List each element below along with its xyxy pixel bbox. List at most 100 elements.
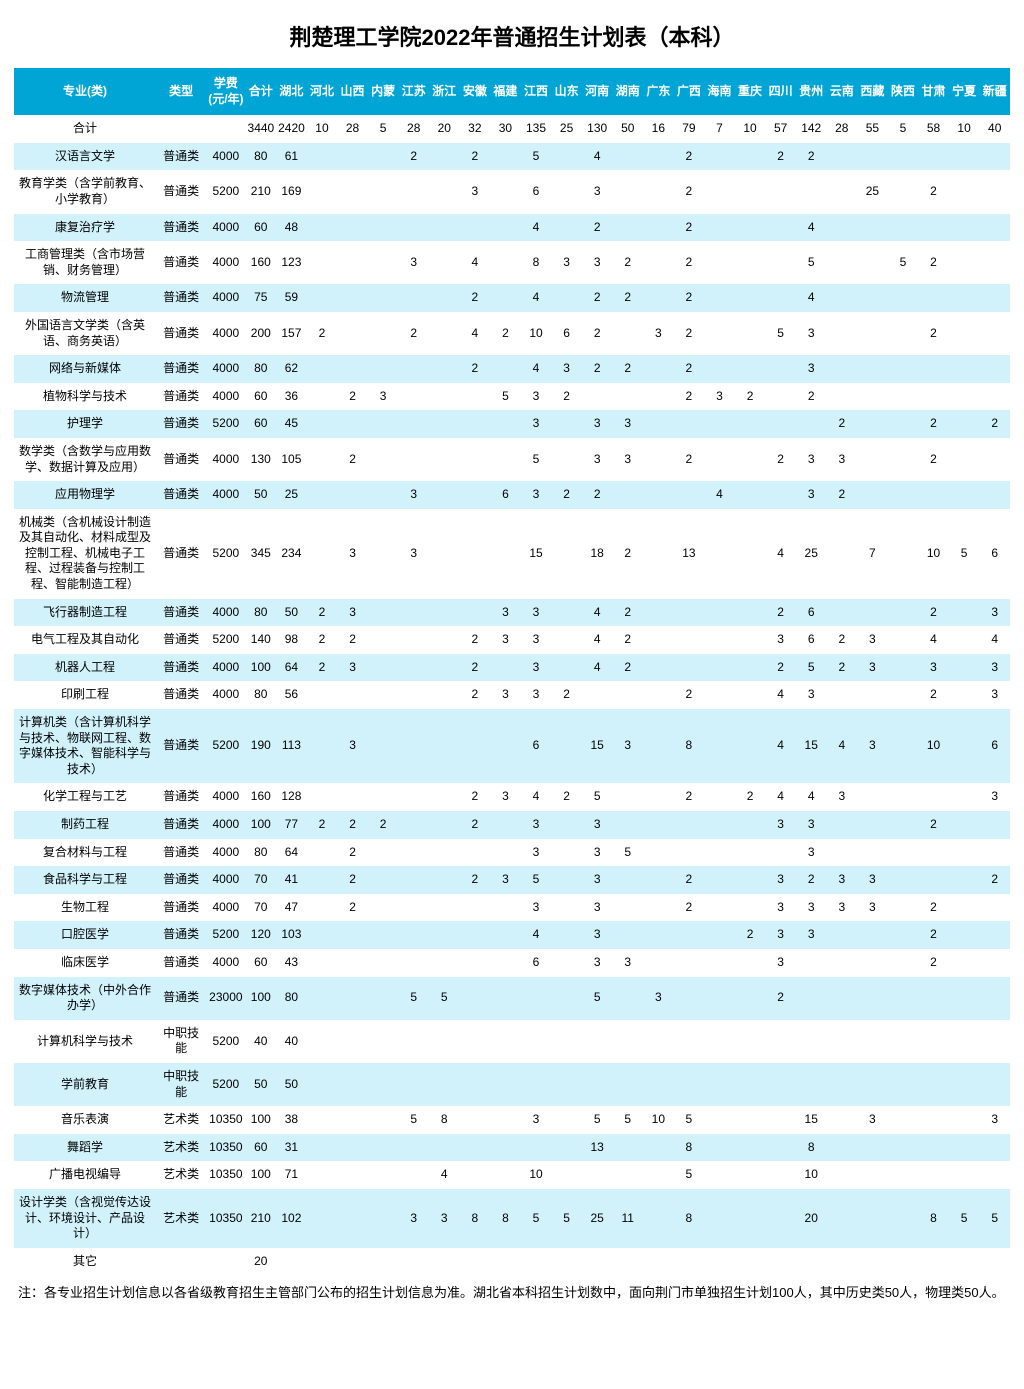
cell-fujian bbox=[490, 1106, 521, 1134]
cell-jiangsu bbox=[398, 1020, 429, 1063]
cell-hubei: 48 bbox=[276, 214, 307, 242]
cell-sichuan: 3 bbox=[765, 866, 796, 894]
cell-anhui bbox=[460, 894, 491, 922]
cell-hebei bbox=[307, 681, 338, 709]
cell-ningxia bbox=[949, 654, 980, 682]
cell-total: 80 bbox=[246, 599, 277, 627]
table-row: 汉语言文学普通类400080612254222 bbox=[14, 143, 1010, 171]
cell-guizhou: 2 bbox=[796, 143, 827, 171]
cell-shanxi1: 28 bbox=[337, 115, 368, 143]
col-anhui: 安徽 bbox=[460, 68, 491, 115]
cell-jiangxi: 10 bbox=[521, 312, 552, 355]
cell-henan: 13 bbox=[582, 1134, 613, 1162]
cell-neimeng bbox=[368, 410, 399, 438]
cell-gansu bbox=[918, 1134, 949, 1162]
cell-fee: 4000 bbox=[206, 894, 245, 922]
cell-yunnan bbox=[827, 355, 858, 383]
cell-hebei bbox=[307, 949, 338, 977]
cell-xizang bbox=[857, 438, 888, 481]
cell-hainan bbox=[704, 1106, 735, 1134]
cell-chongqing: 2 bbox=[735, 383, 766, 411]
cell-guangxi bbox=[674, 481, 705, 509]
cell-hunan bbox=[612, 170, 643, 213]
cell-yunnan bbox=[827, 1161, 858, 1189]
cell-gansu bbox=[918, 1161, 949, 1189]
cell-total: 160 bbox=[246, 783, 277, 811]
cell-shanxi3 bbox=[888, 481, 919, 509]
cell-guangxi bbox=[674, 654, 705, 682]
cell-major: 物流管理 bbox=[14, 284, 156, 312]
cell-fujian bbox=[490, 1161, 521, 1189]
cell-guizhou: 6 bbox=[796, 626, 827, 654]
cell-shanxi3 bbox=[888, 866, 919, 894]
cell-shandong bbox=[551, 143, 582, 171]
cell-fujian: 30 bbox=[490, 115, 521, 143]
cell-shandong bbox=[551, 921, 582, 949]
cell-major: 其它 bbox=[14, 1248, 156, 1276]
table-row: 计算机科学与技术中职技能52004040 bbox=[14, 1020, 1010, 1063]
cell-zhejiang bbox=[429, 921, 460, 949]
cell-yunnan: 2 bbox=[827, 654, 858, 682]
cell-fujian: 6 bbox=[490, 481, 521, 509]
cell-hebei bbox=[307, 170, 338, 213]
cell-jiangsu: 3 bbox=[398, 241, 429, 284]
cell-major: 康复治疗学 bbox=[14, 214, 156, 242]
cell-ningxia bbox=[949, 811, 980, 839]
col-xinjiang: 新疆 bbox=[979, 68, 1010, 115]
cell-major: 广播电视编导 bbox=[14, 1161, 156, 1189]
cell-total: 70 bbox=[246, 866, 277, 894]
cell-zhejiang bbox=[429, 241, 460, 284]
cell-chongqing bbox=[735, 654, 766, 682]
cell-hebei bbox=[307, 1161, 338, 1189]
cell-ningxia bbox=[949, 214, 980, 242]
cell-major: 植物科学与技术 bbox=[14, 383, 156, 411]
table-row: 应用物理学普通类4000502536322432 bbox=[14, 481, 1010, 509]
cell-major: 护理学 bbox=[14, 410, 156, 438]
cell-neimeng bbox=[368, 839, 399, 867]
cell-guangxi bbox=[674, 410, 705, 438]
cell-neimeng bbox=[368, 509, 399, 599]
col-sichuan: 四川 bbox=[765, 68, 796, 115]
cell-xizang bbox=[857, 143, 888, 171]
cell-anhui bbox=[460, 1161, 491, 1189]
cell-fujian bbox=[490, 355, 521, 383]
cell-type: 普通类 bbox=[156, 709, 206, 783]
cell-chongqing bbox=[735, 1106, 766, 1134]
cell-sichuan bbox=[765, 1106, 796, 1134]
admissions-table: 专业(类)类型学费(元/年)合计湖北河北山西内蒙江苏浙江安徽福建江西山东河南湖南… bbox=[14, 68, 1010, 1275]
cell-sichuan bbox=[765, 1020, 796, 1063]
cell-xizang bbox=[857, 481, 888, 509]
cell-shandong bbox=[551, 1134, 582, 1162]
cell-chongqing bbox=[735, 1161, 766, 1189]
cell-shanxi1 bbox=[337, 1189, 368, 1248]
cell-zhejiang bbox=[429, 1248, 460, 1276]
table-row: 化学工程与工艺普通类400016012823425224433 bbox=[14, 783, 1010, 811]
cell-chongqing bbox=[735, 312, 766, 355]
cell-gansu bbox=[918, 355, 949, 383]
cell-total: 100 bbox=[246, 1106, 277, 1134]
cell-guangxi bbox=[674, 1248, 705, 1276]
cell-anhui: 4 bbox=[460, 312, 491, 355]
cell-gansu: 8 bbox=[918, 1189, 949, 1248]
cell-zhejiang bbox=[429, 355, 460, 383]
cell-type: 普通类 bbox=[156, 866, 206, 894]
cell-type: 普通类 bbox=[156, 241, 206, 284]
cell-henan: 3 bbox=[582, 949, 613, 977]
cell-zhejiang bbox=[429, 839, 460, 867]
col-chongqing: 重庆 bbox=[735, 68, 766, 115]
cell-anhui: 2 bbox=[460, 626, 491, 654]
cell-type: 普通类 bbox=[156, 654, 206, 682]
cell-major: 机器人工程 bbox=[14, 654, 156, 682]
cell-ningxia bbox=[949, 1161, 980, 1189]
cell-hubei: 25 bbox=[276, 481, 307, 509]
cell-chongqing bbox=[735, 894, 766, 922]
cell-hainan bbox=[704, 949, 735, 977]
cell-total: 60 bbox=[246, 383, 277, 411]
cell-shandong bbox=[551, 839, 582, 867]
cell-shanxi3 bbox=[888, 626, 919, 654]
cell-fee: 5200 bbox=[206, 410, 245, 438]
cell-hainan bbox=[704, 1161, 735, 1189]
cell-sichuan bbox=[765, 1161, 796, 1189]
cell-hubei: 64 bbox=[276, 654, 307, 682]
footnote: 注：各专业招生计划信息以各省级教育招生主管部门公布的招生计划信息为准。湖北省本科… bbox=[14, 1283, 1010, 1304]
